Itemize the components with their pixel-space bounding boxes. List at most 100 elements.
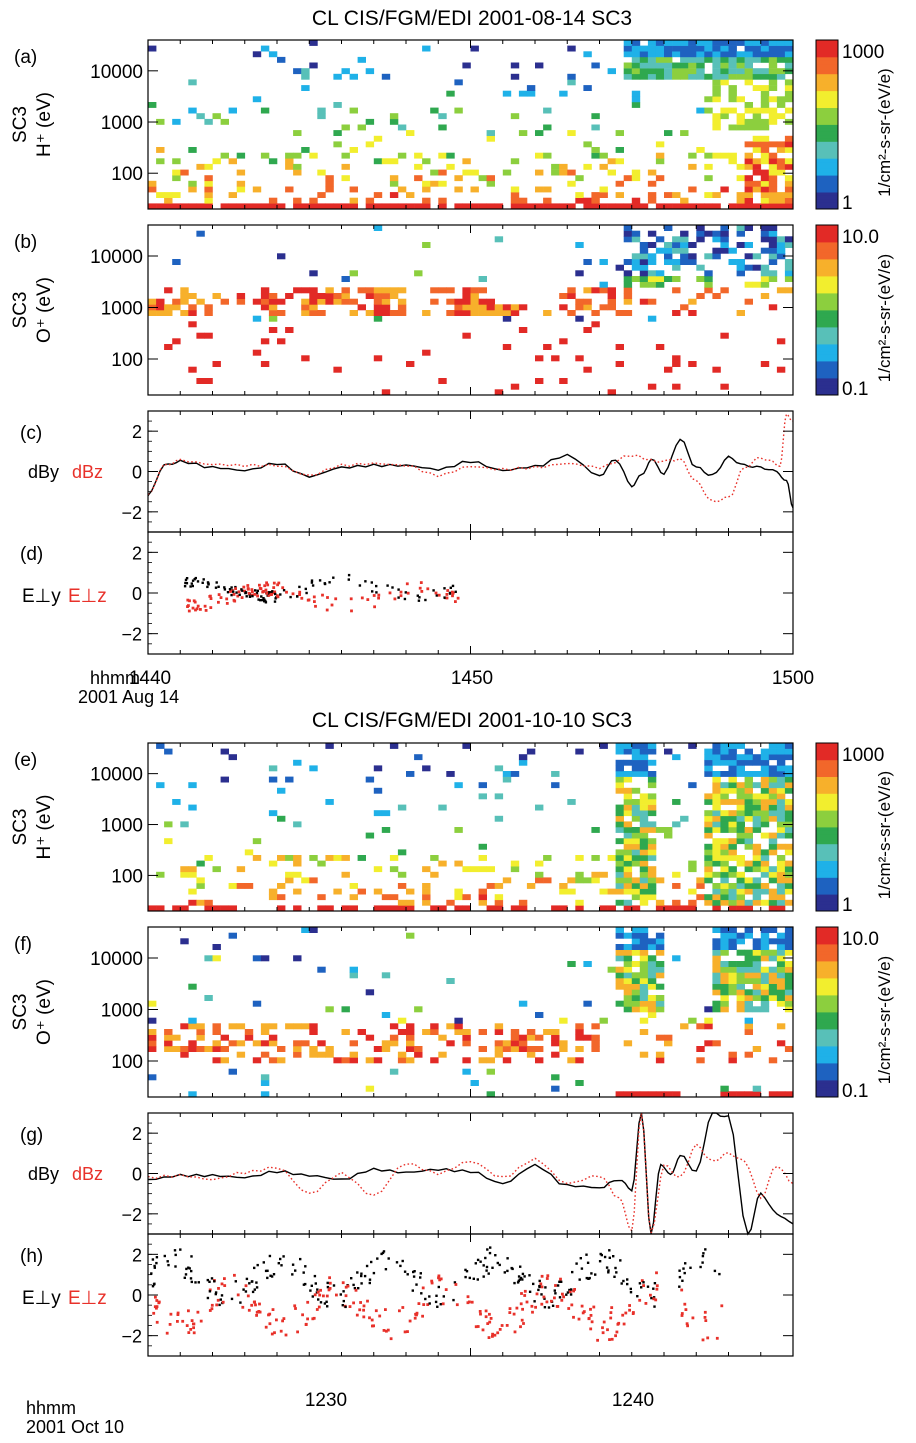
point-black (482, 1275, 485, 1278)
point-black (684, 1262, 687, 1265)
point-black (194, 576, 197, 580)
heatmap-cell (760, 102, 770, 108)
point-red (606, 1328, 609, 1332)
point-black (678, 1275, 682, 1279)
heatmap-cell (341, 287, 350, 294)
heatmap-cell (430, 287, 439, 294)
heatmap-cell (260, 1051, 270, 1058)
colorbar-frame (815, 926, 839, 1098)
heatmap-cell (672, 62, 681, 69)
heatmap-cell (720, 944, 729, 950)
heatmap-cell (768, 180, 778, 187)
heatmap-cell (712, 62, 721, 69)
point-black (568, 1288, 571, 1292)
heatmap-cell (591, 1034, 600, 1041)
point-black (220, 1294, 224, 1297)
heatmap-cell (454, 827, 463, 833)
point-black (538, 1279, 541, 1283)
heatmap-cell (381, 73, 391, 80)
heatmap-cell (720, 989, 729, 996)
heatmap-cell (768, 771, 778, 777)
heatmap-cell (776, 966, 786, 973)
heatmap-cell (389, 310, 399, 316)
heatmap-cell (664, 905, 673, 912)
heatmap-cell (164, 287, 173, 294)
heatmap-cell (349, 966, 358, 973)
heatmap-cell (784, 787, 794, 794)
heatmap-cell (148, 102, 157, 108)
point-red (610, 1337, 614, 1341)
heatmap-cell (639, 759, 649, 766)
heatmap-cell (776, 759, 786, 766)
point-black (319, 1301, 323, 1304)
heatmap-cell (639, 804, 649, 811)
heatmap-cell (333, 855, 342, 861)
heatmap-cell (325, 293, 334, 299)
heatmap-cell (776, 1000, 786, 1007)
heatmap-cell (752, 810, 762, 817)
point-red (372, 594, 376, 597)
heatmap-cell (655, 932, 665, 939)
legend-black: dBy (28, 1164, 59, 1184)
heatmap-cell (631, 883, 641, 889)
heatmap-cell (760, 944, 770, 950)
heatmap-cell (712, 51, 721, 58)
heatmap-cell (664, 225, 673, 231)
heatmap-cell (454, 1029, 463, 1035)
colorbar-segment (816, 1063, 838, 1067)
heatmap-cell (349, 883, 358, 889)
colorbar-segment (816, 900, 838, 905)
heatmap-cell (535, 871, 544, 878)
point-red (434, 591, 438, 595)
colorbar-max-label: 10.0 (842, 227, 879, 248)
point-black (482, 1264, 485, 1267)
heatmap-cell (631, 96, 641, 103)
heatmap-cell (607, 389, 616, 396)
heatmap-cell (148, 186, 157, 193)
heatmap-cell (647, 259, 657, 265)
point-black (155, 1256, 159, 1259)
heatmap-cell (502, 310, 512, 316)
heatmap-cell (712, 927, 721, 933)
heatmap-cell (784, 163, 794, 170)
heatmap-cell (712, 759, 721, 766)
point-red (609, 1311, 613, 1314)
heatmap-cell (639, 1006, 649, 1013)
heatmap-cell (776, 113, 786, 120)
point-red (496, 1331, 500, 1335)
heatmap-cell (776, 899, 786, 906)
heatmap-cell (164, 197, 173, 204)
y-axis-label-top: SC3 (10, 292, 31, 329)
heatmap-cell (752, 827, 762, 833)
point-black (543, 1306, 547, 1309)
heatmap-cell (293, 888, 302, 895)
point-black (196, 580, 200, 583)
heatmap-cell (148, 1046, 157, 1052)
heatmap-cell (188, 1017, 197, 1024)
heatmap-cell (607, 158, 616, 165)
heatmap-cell (599, 905, 608, 912)
heatmap-cell (784, 56, 794, 63)
heatmap-cell (768, 45, 778, 52)
heatmap-cell (204, 197, 213, 204)
heatmap-cell (607, 888, 616, 895)
heatmap-cell (406, 888, 415, 895)
point-black (183, 585, 187, 588)
heatmap-cell (381, 304, 391, 311)
heatmap-cell (317, 894, 326, 901)
point-red (247, 587, 250, 591)
heatmap-cell (712, 815, 721, 822)
heatmap-cell (720, 815, 729, 822)
heatmap-cell (349, 1051, 358, 1058)
heatmap-cell (784, 40, 794, 46)
heatmap-cell (647, 827, 657, 833)
heatmap-cell (672, 203, 681, 210)
heatmap-cell (631, 843, 641, 850)
point-red (152, 1311, 156, 1315)
point-red (540, 1302, 544, 1306)
heatmap-cell (373, 888, 383, 895)
point-red (258, 583, 261, 587)
heatmap-cell (776, 102, 786, 108)
point-black (274, 592, 277, 596)
point-black (498, 1263, 501, 1267)
